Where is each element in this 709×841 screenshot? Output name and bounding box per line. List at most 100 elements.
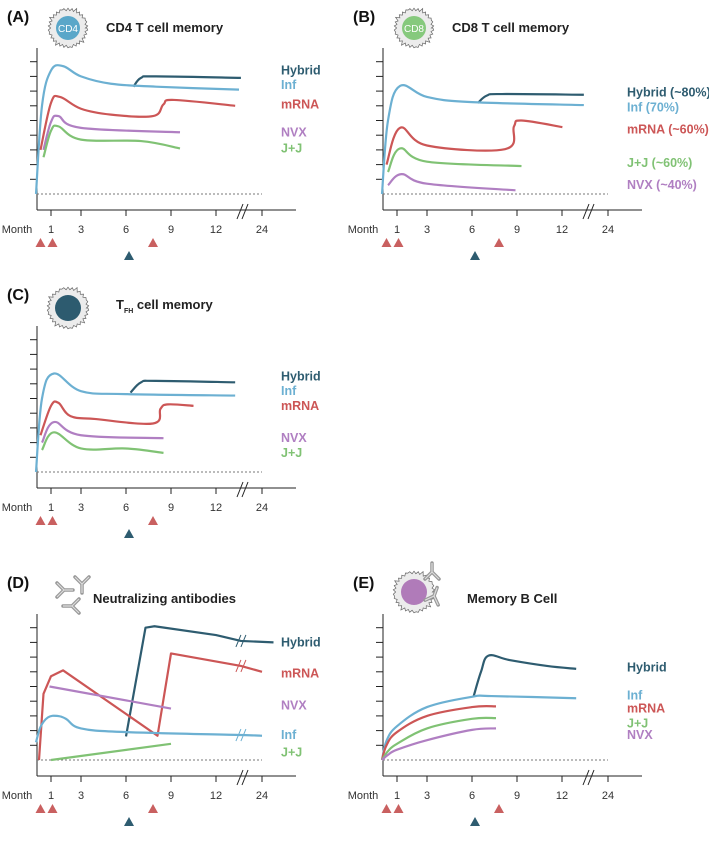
dose-marker-triangle [124, 817, 134, 826]
antibody-highlight [63, 598, 80, 614]
series-line-nvx [42, 114, 181, 151]
chart-title: CD8 T cell memory [452, 20, 570, 35]
x-axis-label: Month [348, 790, 379, 802]
cell-nucleus [402, 16, 426, 40]
dose-marker-triangle [148, 238, 158, 247]
series-line-mrna [385, 119, 563, 165]
dose-marker-triangle [47, 516, 58, 525]
x-tick-label: 9 [514, 224, 520, 236]
x-axis-label: Month [348, 224, 379, 236]
series-label: mRNA [627, 702, 665, 716]
panel-e-memory-b-cell: (E) Memory B Cell Month 1 3 6 9 12 24 Hybrid Inf mR… [346, 561, 700, 836]
x-tick-label: 1 [48, 790, 54, 802]
cell-label: CD4 [58, 24, 78, 35]
series-label: NVX [281, 125, 307, 139]
dose-marker-triangle [381, 238, 392, 247]
cell-nucleus [55, 295, 81, 321]
series-label: NVX [281, 699, 307, 713]
series-label: Inf [281, 384, 297, 398]
antibody-icon [55, 575, 91, 615]
dose-marker-triangle [35, 238, 46, 247]
x-tick-label: 9 [514, 790, 520, 802]
series-line-inf [380, 84, 584, 195]
series-label: J+J [627, 716, 648, 730]
x-tick-label: 24 [256, 224, 268, 236]
series-label: Hybrid (~80%) [627, 86, 709, 100]
series-label: Inf [281, 728, 297, 742]
series-line-mrna [39, 94, 236, 151]
x-tick-label: 12 [210, 790, 222, 802]
series-line-inf [34, 714, 263, 743]
series-break-mark [235, 728, 247, 742]
dose-marker-triangle [393, 804, 404, 813]
dose-marker-triangle [148, 804, 158, 813]
series-line-hybrid [124, 625, 274, 737]
x-tick-label: 1 [48, 502, 54, 514]
dose-marker-triangle [47, 238, 58, 247]
antibody-highlight [74, 576, 90, 593]
title-subscript: FH [124, 308, 133, 315]
dose-marker-triangle [494, 804, 504, 813]
dose-marker-triangle [124, 529, 134, 538]
x-tick-label: 1 [394, 790, 400, 802]
x-tick-label: 3 [78, 224, 84, 236]
series-label: Inf [281, 78, 297, 92]
series-label: NVX [627, 728, 653, 742]
panel-letter: (D) [7, 575, 29, 592]
panel-letter: (A) [7, 9, 29, 26]
x-axis-label: Month [2, 502, 33, 514]
tfh-cell-icon [46, 286, 90, 330]
cell-label: CD8 [404, 24, 424, 35]
series-label: J+J (~60%) [627, 156, 692, 170]
series-line-inf [380, 694, 577, 761]
x-tick-label: 6 [123, 790, 129, 802]
series-label: mRNA [281, 666, 319, 680]
x-tick-label: 1 [48, 224, 54, 236]
x-tick-label: 24 [256, 502, 268, 514]
series-label: Hybrid [281, 635, 321, 649]
antibody-shape [61, 597, 81, 615]
axis-break-mark [236, 481, 249, 498]
x-tick-label: 3 [424, 224, 430, 236]
series-line-nvx [49, 685, 172, 710]
dose-marker-triangle [35, 516, 46, 525]
series-line-nvx [381, 727, 497, 761]
cd4-cell-icon: CD4 [47, 7, 89, 49]
x-tick-label: 24 [256, 790, 268, 802]
dose-marker-triangle [494, 238, 504, 247]
x-tick-label: 6 [123, 224, 129, 236]
chart-title: Memory B Cell [467, 591, 557, 606]
dose-marker-triangle [148, 516, 158, 525]
x-tick-label: 6 [123, 502, 129, 514]
chart-title: CD4 T cell memory [106, 20, 224, 35]
series-label: J+J [281, 141, 302, 155]
series-line-jj [381, 716, 497, 761]
panel-d-neutralizing-antibodies: (D) Neutralizing antibodies Month 1 3 6 9 12 24 H… [0, 566, 354, 836]
axis-break-mark [236, 203, 249, 220]
x-tick-label: 12 [556, 790, 568, 802]
cd8-cell-icon: CD8 [393, 7, 435, 49]
x-tick-label: 6 [469, 790, 475, 802]
chart-title: Neutralizing antibodies [93, 591, 236, 606]
x-tick-label: 12 [556, 224, 568, 236]
title-rest: cell memory [133, 297, 213, 312]
series-label: Inf [627, 688, 643, 702]
series-label: J+J [281, 746, 302, 760]
series-label: NVX [281, 431, 307, 445]
series-label: Inf (70%) [627, 100, 679, 114]
series-break-mark [235, 659, 247, 673]
antibody-shape [73, 575, 91, 595]
series-label: Hybrid [627, 660, 667, 674]
x-tick-label: 24 [602, 224, 614, 236]
panel-a-cd4: (A) CD4 CD4 T cell memory Month 1 3 6 9 12 24 Hybr… [0, 0, 354, 270]
x-tick-label: 3 [424, 790, 430, 802]
dose-marker-triangle [35, 804, 46, 813]
panel-letter: (C) [7, 287, 29, 304]
series-label: J+J [281, 446, 302, 460]
dose-marker-triangle [470, 817, 480, 826]
x-tick-label: 12 [210, 224, 222, 236]
x-tick-label: 6 [469, 224, 475, 236]
x-tick-label: 1 [394, 224, 400, 236]
panel-letter: (E) [353, 575, 374, 592]
x-tick-label: 3 [78, 790, 84, 802]
